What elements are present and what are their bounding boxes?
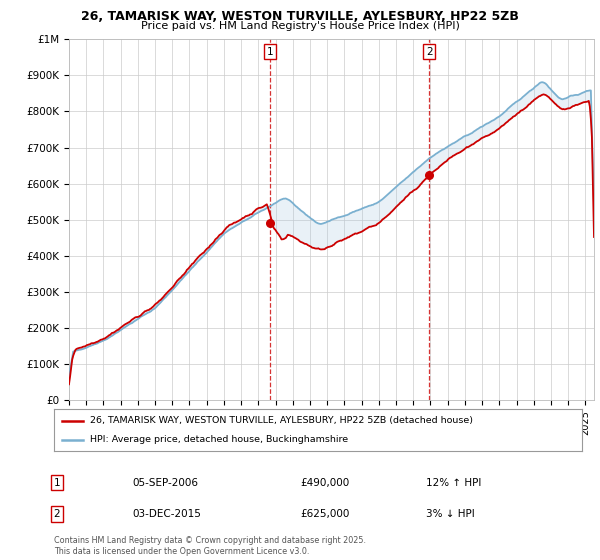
Text: 26, TAMARISK WAY, WESTON TURVILLE, AYLESBURY, HP22 5ZB: 26, TAMARISK WAY, WESTON TURVILLE, AYLES…	[81, 10, 519, 22]
Text: 1: 1	[53, 478, 61, 488]
Text: 12% ↑ HPI: 12% ↑ HPI	[426, 478, 481, 488]
Text: 03-DEC-2015: 03-DEC-2015	[132, 509, 201, 519]
Text: £625,000: £625,000	[300, 509, 349, 519]
Text: 1: 1	[266, 47, 273, 57]
Text: HPI: Average price, detached house, Buckinghamshire: HPI: Average price, detached house, Buck…	[90, 435, 348, 445]
Text: 2: 2	[426, 47, 433, 57]
Text: 3% ↓ HPI: 3% ↓ HPI	[426, 509, 475, 519]
Text: £490,000: £490,000	[300, 478, 349, 488]
Text: Contains HM Land Registry data © Crown copyright and database right 2025.
This d: Contains HM Land Registry data © Crown c…	[54, 536, 366, 556]
Text: Price paid vs. HM Land Registry's House Price Index (HPI): Price paid vs. HM Land Registry's House …	[140, 21, 460, 31]
Text: 2: 2	[53, 509, 61, 519]
Text: 05-SEP-2006: 05-SEP-2006	[132, 478, 198, 488]
Text: 26, TAMARISK WAY, WESTON TURVILLE, AYLESBURY, HP22 5ZB (detached house): 26, TAMARISK WAY, WESTON TURVILLE, AYLES…	[90, 416, 473, 425]
